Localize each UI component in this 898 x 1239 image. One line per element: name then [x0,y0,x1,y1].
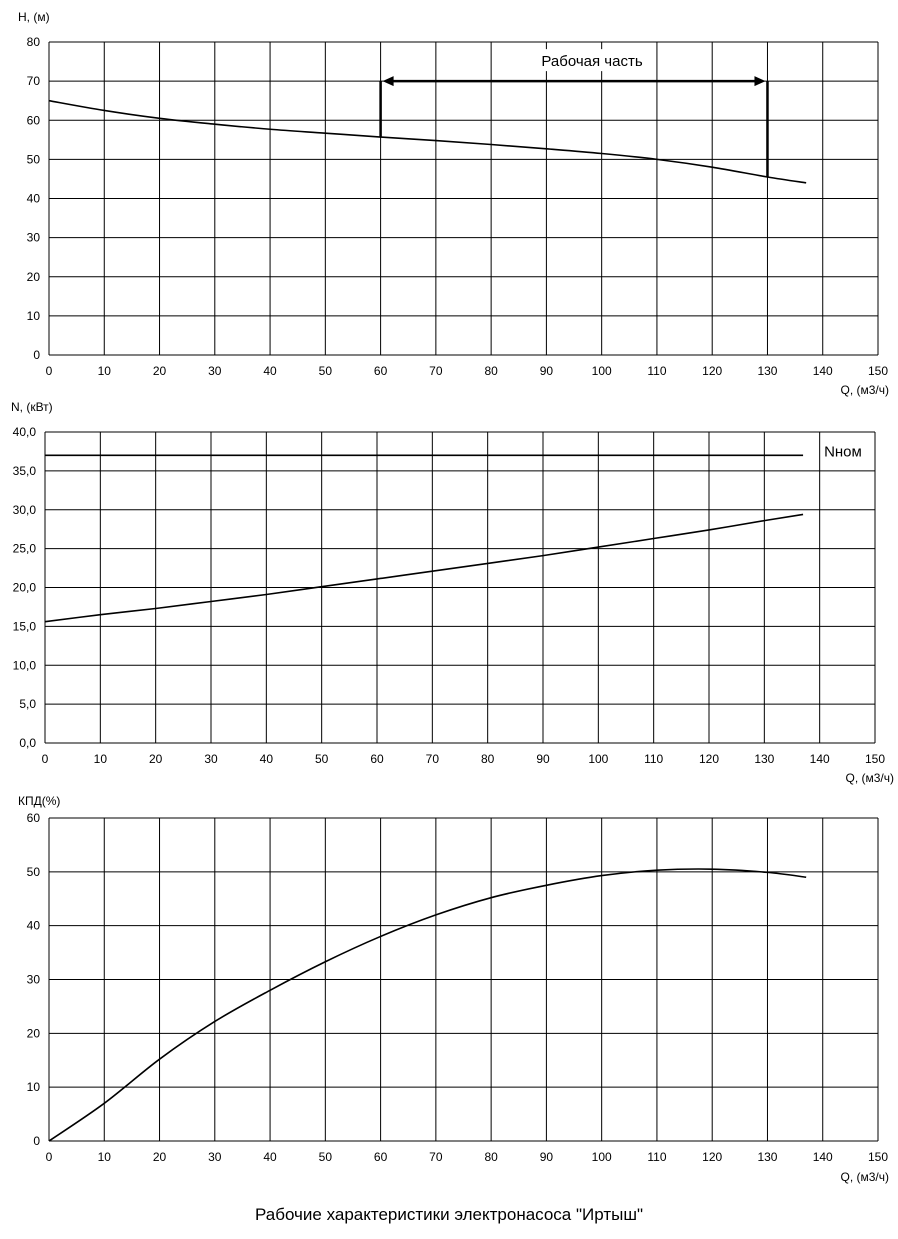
working-range-arrowhead-left [382,76,394,87]
x-tick-label: 0 [46,1150,53,1164]
y-tick-label: 15,0 [13,619,37,633]
x-tick-label: 30 [208,364,222,378]
x-tick-label: 100 [588,752,608,766]
y-tick-label: 60 [27,113,41,127]
x-tick-label: 140 [813,364,833,378]
y-tick-label: 20,0 [13,581,37,595]
x-tick-label: 150 [868,364,888,378]
x-tick-label: 60 [370,752,384,766]
series-line-0-0 [48,99,807,184]
x-tick-label: 120 [702,1150,722,1164]
x-tick-label: 80 [484,1150,498,1164]
x-tick-label: 120 [702,364,722,378]
x-tick-label: 20 [153,1150,167,1164]
x-tick-label: 80 [484,364,498,378]
y-tick-label: 80 [27,35,41,49]
x-tick-label: 70 [429,364,443,378]
x-tick-label: 60 [374,364,388,378]
x-tick-label: 10 [98,364,112,378]
x-tick-label: 110 [647,1150,666,1164]
power-chart: 0 10 20 30 40 50 60 70 80 90 100 110 120 130 140 150 0,0… [11,400,894,785]
y-tick-label: 30 [27,973,41,987]
y-tick-label: 50 [27,865,41,879]
x-tick-label: 90 [536,752,550,766]
y-tick-label: 30,0 [13,503,37,517]
x-tick-label: 0 [42,752,49,766]
x-tick-label: 40 [260,752,274,766]
x-tick-label: 50 [319,364,333,378]
y-tick-label: 5,0 [19,697,36,711]
x-axis-label: Q, (м3/ч) [840,383,889,397]
x-tick-label: 90 [540,1150,554,1164]
x-tick-label: 40 [263,1150,277,1164]
x-axis-label: Q, (м3/ч) [840,1170,889,1184]
working-range-label-bg [514,49,635,72]
x-tick-label: 100 [592,364,612,378]
x-tick-label: 70 [426,752,440,766]
x-tick-label: 120 [699,752,719,766]
x-tick-label: 110 [647,364,666,378]
x-tick-label: 70 [429,1150,443,1164]
x-tick-label: 80 [481,752,495,766]
x-tick-label: 30 [204,752,218,766]
y-tick-label: 40 [27,192,41,206]
y-axis-label: H, (м) [18,10,50,24]
x-tick-label: 150 [868,1150,888,1164]
y-tick-label: 35,0 [13,464,37,478]
x-tick-label: 50 [315,752,329,766]
series-line-2-0 [48,868,807,1142]
y-tick-label: 10 [27,309,41,323]
head-chart: 0 10 20 30 40 50 60 70 80 90 100 110 120 130 140 150 0 10… [18,10,889,397]
x-tick-label: 20 [153,364,167,378]
efficiency-chart: 0 10 20 30 40 50 60 70 80 90 100 110 120 130 140 150 0 10… [18,794,889,1184]
x-tick-label: 110 [644,752,663,766]
x-tick-label: 30 [208,1150,222,1164]
y-tick-label: 30 [27,231,41,245]
y-tick-label: 0,0 [19,736,36,750]
y-tick-label: 10,0 [13,658,37,672]
x-tick-label: 130 [757,1150,777,1164]
x-tick-label: 130 [757,364,777,378]
x-tick-label: 40 [263,364,277,378]
y-tick-label: 60 [27,811,41,825]
y-tick-label: 10 [27,1080,41,1094]
y-axis-label: N, (кВт) [11,400,53,414]
y-tick-label: 40,0 [13,425,37,439]
y-tick-label: 50 [27,152,41,166]
x-tick-label: 100 [592,1150,612,1164]
x-tick-label: 60 [374,1150,388,1164]
x-tick-label: 20 [149,752,163,766]
x-tick-label: 10 [98,1150,112,1164]
y-tick-label: 20 [27,270,41,284]
x-tick-label: 50 [319,1150,333,1164]
y-tick-label: 70 [27,74,41,88]
x-axis-label: Q, (м3/ч) [845,771,894,785]
figure-caption: Рабочие характеристики электронасоса "Ир… [255,1205,643,1224]
y-tick-label: 0 [33,1134,40,1148]
working-range-arrowhead-right [754,76,766,87]
x-tick-label: 90 [540,364,554,378]
x-tick-label: 10 [94,752,108,766]
y-tick-label: 40 [27,919,41,933]
x-tick-label: 150 [865,752,885,766]
y-axis-label: КПД(%) [18,794,60,808]
x-tick-label: 140 [813,1150,833,1164]
y-tick-label: 0 [33,348,40,362]
y-tick-label: 25,0 [13,542,37,556]
series-label: Nном [824,443,862,460]
working-range-label: Рабочая часть [541,53,642,70]
x-tick-label: 130 [754,752,774,766]
x-tick-label: 140 [810,752,830,766]
series-line-1-0 [44,513,804,623]
x-tick-label: 0 [46,364,53,378]
y-tick-label: 20 [27,1026,41,1040]
